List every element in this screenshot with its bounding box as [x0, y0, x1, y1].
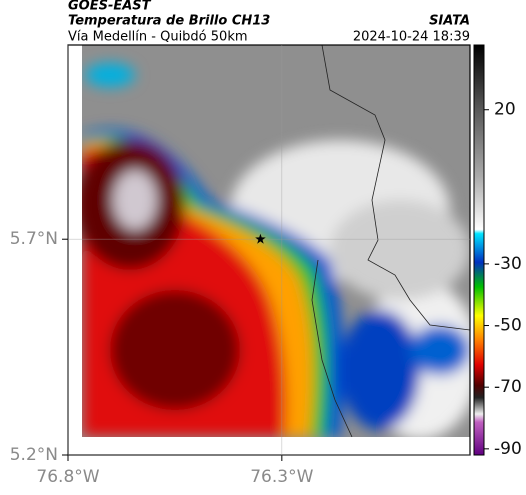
title: GOES-EAST	[68, 0, 152, 14]
source: SIATA	[429, 14, 470, 29]
colorbar-tick-label: -90	[494, 439, 522, 459]
x-tick-label: 76.3°W	[250, 467, 313, 487]
y-tick-label: 5.2°N	[10, 445, 58, 465]
location-marker	[255, 233, 266, 244]
subtitle: Temperatura de Brillo CH13	[68, 14, 270, 29]
colorbar-tick-label: -70	[494, 377, 522, 397]
route: Vía Medellín - Quibdó 50km	[68, 30, 248, 45]
colorbar-tick-label: 20	[494, 100, 516, 120]
x-tick-label: 76.8°W	[36, 467, 99, 487]
colorbar	[473, 44, 485, 456]
colorbar-tick-label: -50	[494, 316, 522, 336]
imagery	[82, 45, 470, 437]
y-tick-label: 5.7°N	[10, 229, 58, 249]
timestamp: 2024-10-24 18:39	[353, 30, 470, 45]
colorbar-tick-label: -30	[494, 254, 522, 274]
